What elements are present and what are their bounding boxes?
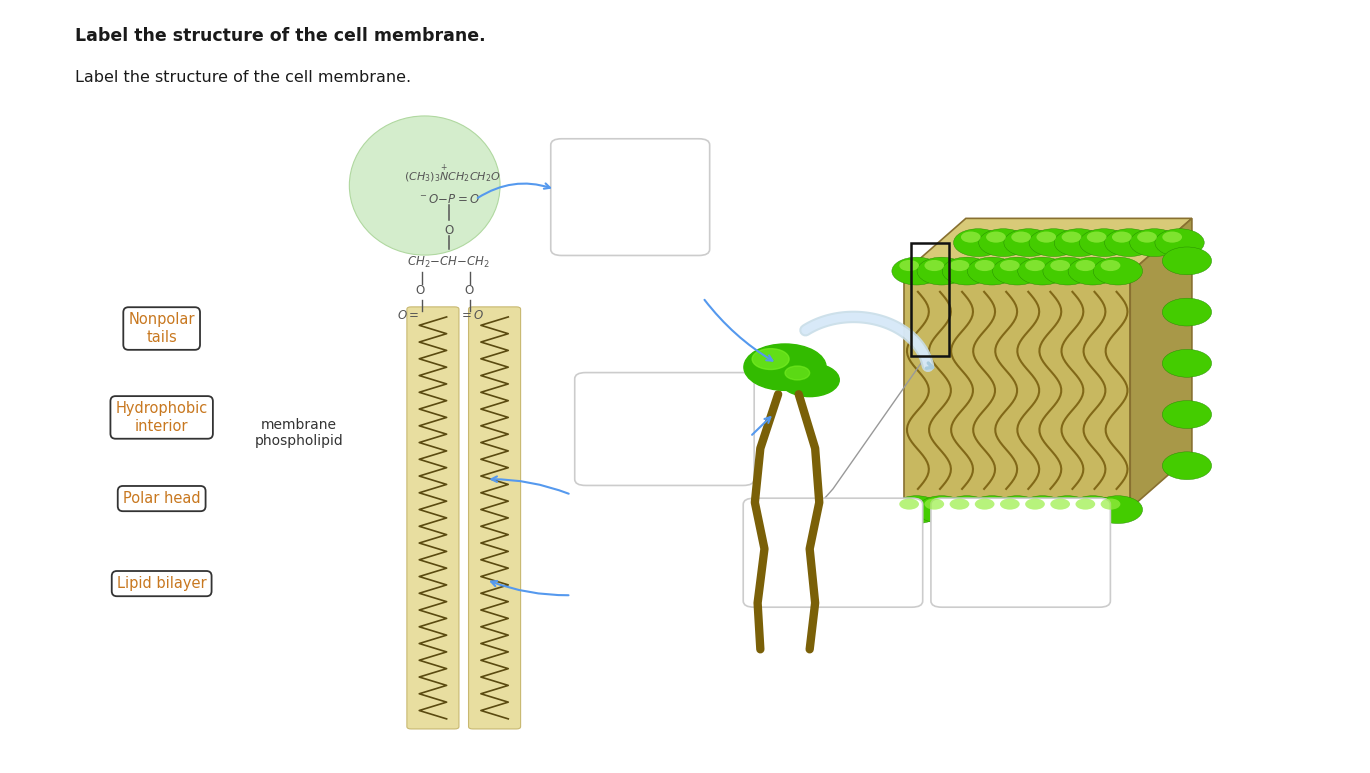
Circle shape: [1112, 232, 1132, 243]
Circle shape: [1075, 260, 1095, 271]
Text: ${=}O$: ${=}O$: [459, 309, 484, 322]
Circle shape: [1055, 229, 1104, 257]
Text: Lipid bilayer: Lipid bilayer: [116, 576, 207, 591]
Text: Hydrophobic
interior: Hydrophobic interior: [115, 401, 208, 434]
Circle shape: [1069, 257, 1118, 285]
Text: $O{=}$: $O{=}$: [397, 309, 419, 322]
Circle shape: [917, 495, 966, 523]
Circle shape: [1086, 232, 1107, 243]
Circle shape: [1100, 499, 1121, 509]
Circle shape: [992, 257, 1041, 285]
Text: $(CH_3)_3\overset{+}{N}CH_2CH_2O$: $(CH_3)_3\overset{+}{N}CH_2CH_2O$: [404, 162, 501, 186]
Circle shape: [1037, 232, 1056, 243]
Circle shape: [1051, 499, 1070, 509]
Circle shape: [975, 260, 995, 271]
Circle shape: [1025, 260, 1045, 271]
Text: Nonpolar
tails: Nonpolar tails: [129, 312, 195, 345]
Circle shape: [1029, 229, 1078, 257]
Circle shape: [752, 349, 789, 369]
Circle shape: [780, 363, 840, 397]
Polygon shape: [904, 218, 1192, 273]
Circle shape: [949, 260, 970, 271]
Circle shape: [917, 257, 966, 285]
Circle shape: [744, 344, 826, 390]
Circle shape: [1075, 499, 1095, 509]
Circle shape: [1080, 229, 1129, 257]
Circle shape: [1011, 232, 1032, 243]
Circle shape: [1162, 232, 1182, 243]
FancyBboxPatch shape: [469, 307, 521, 729]
Circle shape: [967, 495, 1017, 523]
Circle shape: [892, 257, 941, 285]
Circle shape: [1043, 257, 1092, 285]
Circle shape: [960, 232, 981, 243]
Circle shape: [1062, 232, 1081, 243]
FancyBboxPatch shape: [930, 499, 1110, 608]
Circle shape: [949, 499, 970, 509]
FancyBboxPatch shape: [407, 307, 459, 729]
Circle shape: [899, 260, 919, 271]
Text: membrane
phospholipid: membrane phospholipid: [255, 417, 342, 448]
Circle shape: [925, 499, 944, 509]
FancyBboxPatch shape: [551, 139, 710, 256]
Text: O: O: [464, 284, 474, 297]
Circle shape: [785, 366, 810, 380]
FancyBboxPatch shape: [575, 373, 754, 485]
Circle shape: [1018, 257, 1067, 285]
Circle shape: [1051, 260, 1070, 271]
Circle shape: [978, 229, 1028, 257]
Circle shape: [975, 499, 995, 509]
Ellipse shape: [349, 116, 500, 255]
Circle shape: [1093, 257, 1143, 285]
Circle shape: [899, 499, 919, 509]
Circle shape: [992, 495, 1041, 523]
Text: Label the structure of the cell membrane.: Label the structure of the cell membrane…: [75, 27, 486, 45]
Circle shape: [1004, 229, 1054, 257]
FancyBboxPatch shape: [743, 499, 922, 608]
Circle shape: [1043, 495, 1092, 523]
Circle shape: [1162, 451, 1211, 479]
Circle shape: [954, 229, 1003, 257]
FancyBboxPatch shape: [904, 273, 1130, 509]
Circle shape: [1162, 349, 1211, 377]
Circle shape: [986, 232, 1006, 243]
Circle shape: [1155, 229, 1204, 257]
Text: Polar head: Polar head: [123, 491, 200, 506]
Circle shape: [1104, 229, 1154, 257]
Circle shape: [943, 495, 992, 523]
Text: O: O: [444, 224, 453, 237]
Text: $^-O{-}P{=}O$: $^-O{-}P{=}O$: [418, 193, 479, 206]
Circle shape: [1000, 260, 1019, 271]
Text: Label the structure of the cell membrane.: Label the structure of the cell membrane…: [75, 70, 411, 84]
Circle shape: [1093, 495, 1143, 523]
Circle shape: [1025, 499, 1045, 509]
Circle shape: [1100, 260, 1121, 271]
Circle shape: [967, 257, 1017, 285]
Circle shape: [1130, 229, 1180, 257]
Circle shape: [925, 260, 944, 271]
Circle shape: [892, 495, 941, 523]
Polygon shape: [1130, 218, 1192, 509]
Circle shape: [1162, 247, 1211, 275]
Circle shape: [1162, 298, 1211, 326]
Circle shape: [1018, 495, 1067, 523]
Circle shape: [1069, 495, 1118, 523]
Circle shape: [943, 257, 992, 285]
Text: O: O: [415, 284, 425, 297]
Text: $CH_2{-}CH{-}CH_2$: $CH_2{-}CH{-}CH_2$: [407, 255, 489, 271]
Circle shape: [1162, 400, 1211, 428]
Circle shape: [1137, 232, 1156, 243]
Circle shape: [1000, 499, 1019, 509]
